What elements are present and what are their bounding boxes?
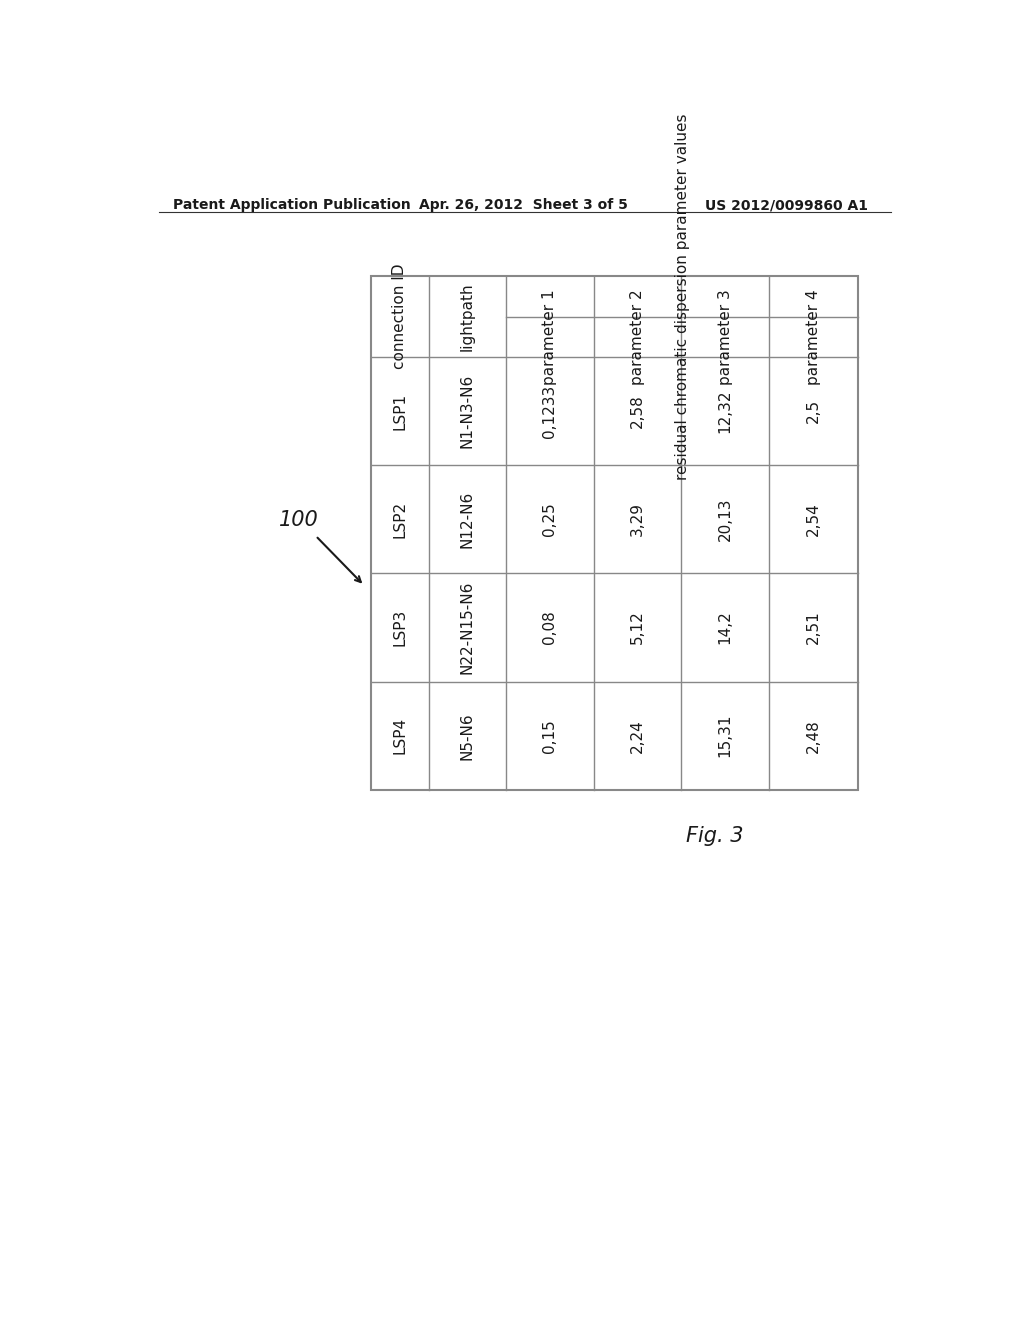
Text: 0,25: 0,25: [543, 503, 557, 536]
Text: lightpath: lightpath: [460, 282, 475, 351]
Text: 14,2: 14,2: [718, 611, 732, 644]
Text: 2,54: 2,54: [806, 503, 821, 536]
Text: N12-N6: N12-N6: [460, 491, 475, 548]
Text: 12,32: 12,32: [718, 389, 732, 433]
Text: 100: 100: [279, 511, 318, 531]
Text: LSP1: LSP1: [392, 392, 408, 430]
Text: 0,1233: 0,1233: [543, 384, 557, 438]
Text: 2,48: 2,48: [806, 719, 821, 752]
Text: LSP4: LSP4: [392, 717, 408, 754]
Text: parameter 4: parameter 4: [806, 289, 821, 384]
Text: N5-N6: N5-N6: [460, 711, 475, 759]
Text: LSP3: LSP3: [392, 609, 408, 647]
Text: 2,5: 2,5: [806, 399, 821, 424]
Text: 2,58: 2,58: [630, 395, 645, 428]
Text: US 2012/0099860 A1: US 2012/0099860 A1: [706, 198, 868, 213]
Text: Fig. 3: Fig. 3: [686, 826, 743, 846]
Text: Apr. 26, 2012  Sheet 3 of 5: Apr. 26, 2012 Sheet 3 of 5: [419, 198, 628, 213]
Text: N22-N15-N6: N22-N15-N6: [460, 581, 475, 675]
Text: 15,31: 15,31: [718, 714, 732, 758]
Text: connection ID: connection ID: [392, 264, 408, 370]
Text: residual chromatic dispersion parameter values: residual chromatic dispersion parameter …: [675, 114, 689, 479]
Text: 2,24: 2,24: [630, 719, 645, 752]
Text: parameter 2: parameter 2: [630, 289, 645, 384]
Text: 5,12: 5,12: [630, 611, 645, 644]
Text: N1-N3-N6: N1-N3-N6: [460, 374, 475, 449]
Text: 0,08: 0,08: [543, 611, 557, 644]
Text: LSP2: LSP2: [392, 500, 408, 539]
Text: parameter 3: parameter 3: [718, 289, 732, 384]
Text: 3,29: 3,29: [630, 503, 645, 536]
Text: parameter 1: parameter 1: [543, 289, 557, 384]
Text: 20,13: 20,13: [718, 498, 732, 541]
Text: 0,15: 0,15: [543, 719, 557, 752]
Bar: [371, 276, 858, 789]
Text: 2,51: 2,51: [806, 611, 821, 644]
Text: Patent Application Publication: Patent Application Publication: [173, 198, 411, 213]
